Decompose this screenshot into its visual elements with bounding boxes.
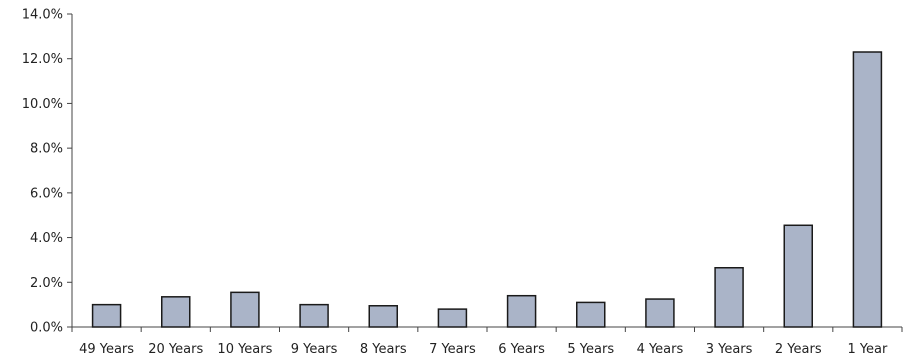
bar [714,267,744,328]
x-tick-label: 20 Years [148,342,203,357]
bar [91,303,122,328]
y-tick-label: 12.0% [22,52,63,67]
x-axis: 49 Years 20 Years 10 Years 9 Years 8 Years 7 … [71,326,903,357]
bar [299,303,329,328]
x-tick-label: 4 Years [637,342,684,357]
bar [576,301,606,328]
bars [91,51,883,328]
x-tick-label: 6 Years [498,342,545,357]
y-tick-label: 8.0% [30,142,63,157]
bar [852,51,883,328]
bar [437,308,468,328]
x-tick-label: 7 Years [429,342,476,357]
y-tick-label: 14.0% [22,8,63,23]
bar [161,296,191,328]
y-tick-label: 10.0% [22,97,63,112]
bar [645,298,675,328]
x-tick-label: 1 Year [847,342,888,357]
x-tick-label: 49 Years [79,342,134,357]
y-tick-label: 4.0% [30,231,63,246]
bar [783,224,813,328]
x-tick-label: 2 Years [775,342,822,357]
x-tick-label: 8 Years [360,342,407,357]
y-tick-label: 2.0% [30,276,63,291]
x-tick-label: 10 Years [217,342,272,357]
x-tick-label: 3 Years [706,342,753,357]
x-tick-label: 5 Years [567,342,614,357]
bar [230,291,260,328]
y-axis: 0.0% 2.0% 4.0% 6.0% 8.0% 10.0% 12.0% 14.0% [22,8,73,336]
y-tick-label: 6.0% [30,186,63,201]
y-tick-label: 0.0% [30,321,63,336]
x-tick-label: 9 Years [291,342,338,357]
bar [506,294,537,328]
bar [368,305,398,328]
